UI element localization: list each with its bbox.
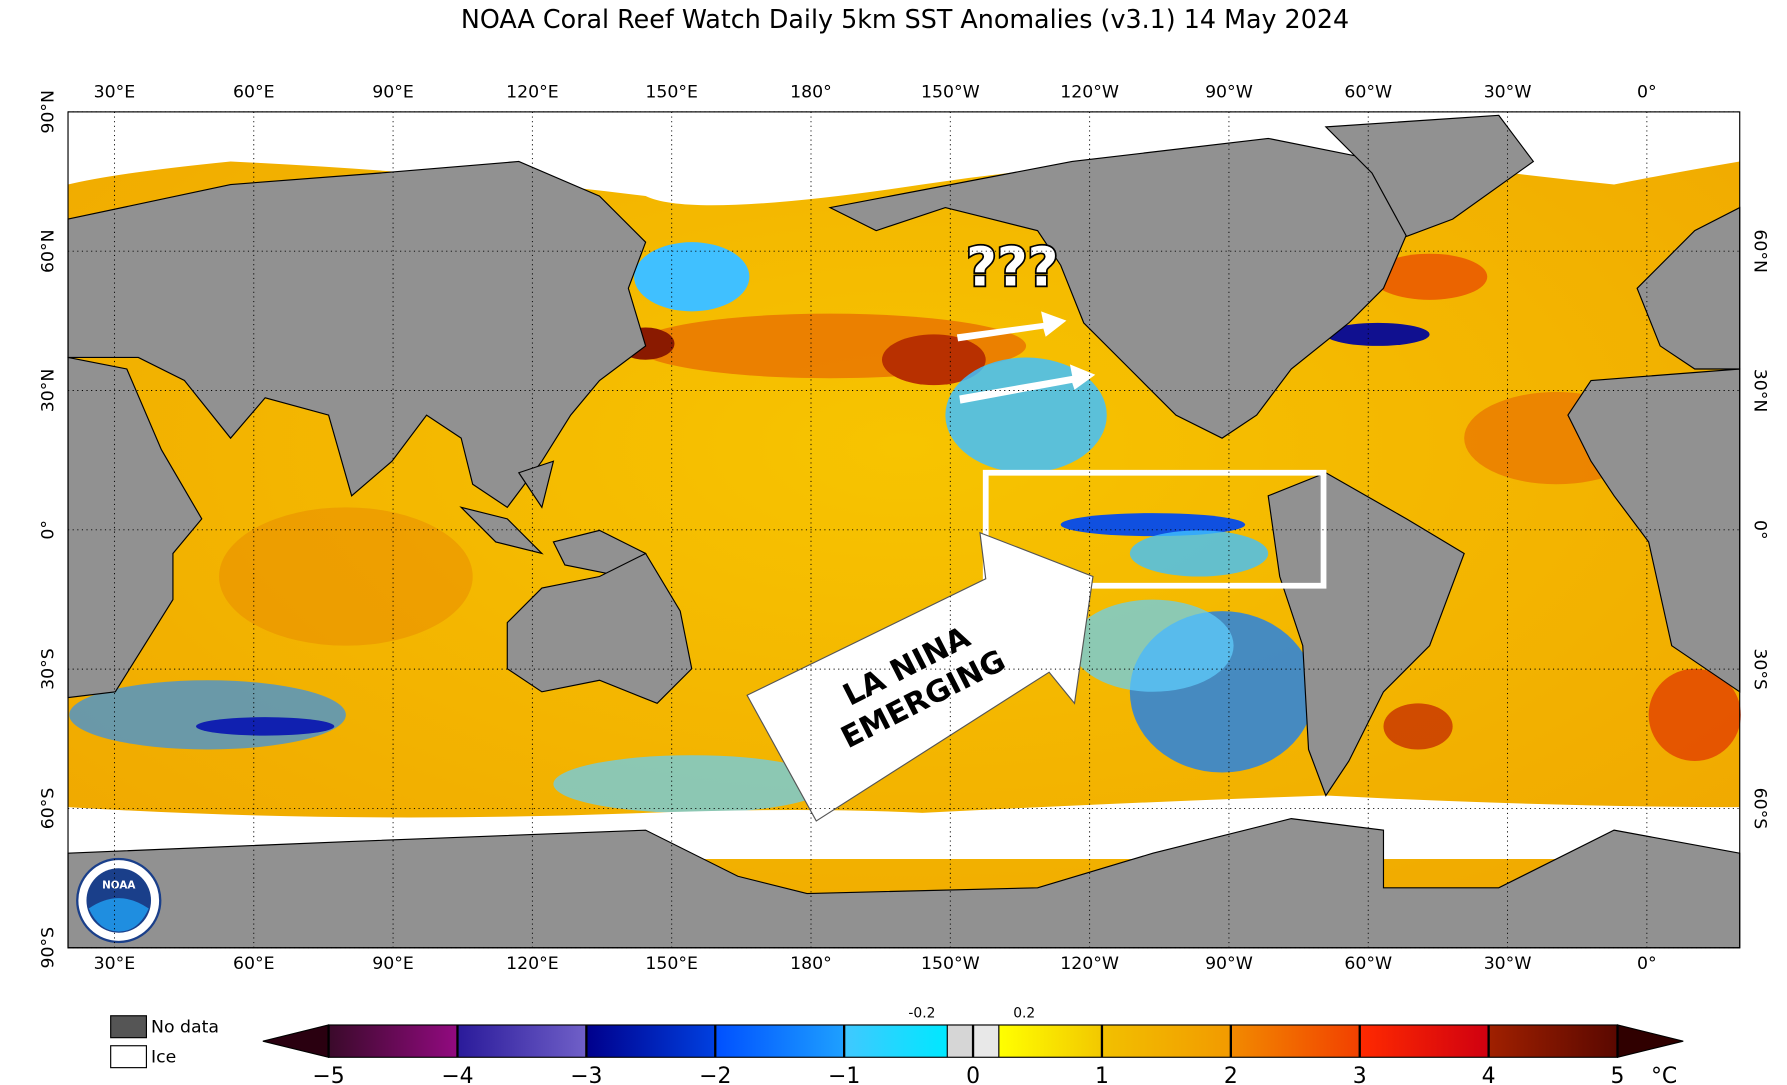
colorbar-unit: °C xyxy=(1651,1064,1677,1085)
lon-label: 30°W xyxy=(1484,82,1532,102)
colorbar-minor-label: -0.2 xyxy=(908,1005,935,1021)
logo: NOAA xyxy=(76,857,162,944)
lon-label: 0° xyxy=(1637,82,1657,102)
colorbar-over xyxy=(1616,1024,1684,1059)
colorbar: −5 −4 −3 −2 −1 0 1 2 3 4 5 -0.2 0.2 °C xyxy=(262,1005,1684,1085)
title: NOAA Coral Reef Watch Daily 5km SST Anom… xyxy=(461,4,1349,34)
colorbar-tick-label: −4 xyxy=(441,1064,473,1085)
lon-label: 150°E xyxy=(645,82,698,102)
colorbar-tick-label: 5 xyxy=(1611,1064,1625,1085)
lat-label: 60°S xyxy=(1749,788,1769,830)
legend-label: No data xyxy=(151,1017,219,1037)
lat-label: 90°S xyxy=(38,927,58,969)
colorbar-bin xyxy=(328,1024,458,1058)
map-body xyxy=(67,111,1741,949)
colorbar-bin xyxy=(998,1024,1102,1058)
lon-label: 30°E xyxy=(94,82,136,102)
colorbar-bin xyxy=(1101,1024,1231,1058)
lat-label: 0° xyxy=(1749,520,1769,540)
lat-label: 30°N xyxy=(38,369,58,413)
lon-label: 150°W xyxy=(921,954,980,974)
lat-label: 30°S xyxy=(38,648,58,690)
lon-label: 60°E xyxy=(233,954,275,974)
lon-label: 150°W xyxy=(921,82,980,102)
lat-label: 0° xyxy=(38,520,58,540)
lat-label: 30°N xyxy=(1749,369,1769,413)
lon-label: 90°W xyxy=(1205,954,1253,974)
callout-arrow xyxy=(746,531,1094,822)
anomaly-patches xyxy=(69,242,1741,813)
colorbar-tick-label: −1 xyxy=(828,1064,860,1085)
legend: No data Ice xyxy=(110,1015,219,1069)
lon-label: 150°E xyxy=(645,954,698,974)
graticule: 30°E 30°E 60°E 60°E 90°E 90°E 120°E 120°E 150°E 1… xyxy=(38,82,1769,974)
colorbar-bin xyxy=(947,1024,974,1058)
no-data-swatch xyxy=(110,1015,147,1039)
lon-label: 180° xyxy=(790,954,832,974)
lat-label: 60°S xyxy=(38,788,58,830)
lon-label: 90°E xyxy=(372,954,414,974)
colorbar-under xyxy=(262,1024,330,1059)
lon-label: 60°W xyxy=(1344,954,1392,974)
arrow xyxy=(956,311,1067,342)
colorbar-tick-label: −5 xyxy=(312,1064,344,1085)
ice-swatch xyxy=(110,1045,147,1069)
lon-label: 120°E xyxy=(506,954,559,974)
lat-label: 60°N xyxy=(38,229,58,273)
lon-label: 120°W xyxy=(1060,954,1119,974)
lon-label: 90°W xyxy=(1205,82,1253,102)
colorbar-bin xyxy=(1359,1024,1489,1058)
colorbar-bin xyxy=(844,1024,948,1058)
lat-label: 30°S xyxy=(1749,648,1769,690)
land xyxy=(67,114,1741,949)
highlight-box xyxy=(982,469,1327,589)
arrow xyxy=(959,364,1096,404)
lon-label: 60°E xyxy=(233,82,275,102)
colorbar-bin xyxy=(973,1024,999,1058)
colorbar-bin xyxy=(457,1024,587,1058)
colorbar-minor-label: 0.2 xyxy=(1013,1005,1035,1021)
lat-label: 90°N xyxy=(38,90,58,134)
lon-label: 120°W xyxy=(1060,82,1119,102)
colorbar-tick-label: 2 xyxy=(1224,1064,1238,1085)
colorbar-bin xyxy=(715,1024,845,1058)
lon-label: 180° xyxy=(790,82,832,102)
colorbar-tick-label: 1 xyxy=(1095,1064,1109,1085)
colorbar-tick-label: 4 xyxy=(1482,1064,1496,1085)
lon-label: 120°E xyxy=(506,82,559,102)
logo-text: NOAA xyxy=(102,879,135,891)
lon-label: 0° xyxy=(1637,954,1657,974)
colorbar-bin xyxy=(1230,1024,1360,1058)
question-marks: ??? xyxy=(966,237,1058,299)
lat-label: 60°N xyxy=(1749,229,1769,273)
lon-label: 90°E xyxy=(372,82,414,102)
colorbar-tick-label: 3 xyxy=(1353,1064,1367,1085)
colorbar-tick-label: −2 xyxy=(699,1064,731,1085)
colorbar-bin xyxy=(1488,1024,1618,1058)
lon-label: 60°W xyxy=(1344,82,1392,102)
colorbar-tick-label: 0 xyxy=(966,1064,980,1085)
colorbar-tick-label: −3 xyxy=(570,1064,602,1085)
lon-label: 30°W xyxy=(1484,954,1532,974)
lon-label: 30°E xyxy=(94,954,136,974)
colorbar-bin xyxy=(586,1024,716,1058)
legend-label: Ice xyxy=(151,1047,176,1067)
